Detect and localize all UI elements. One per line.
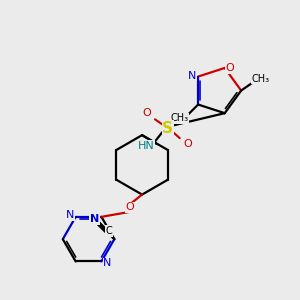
Text: N: N [66,210,74,220]
Text: N: N [90,214,99,224]
Text: O: O [126,202,135,212]
Text: O: O [225,63,234,73]
Text: HN: HN [138,141,154,151]
Text: S: S [162,121,173,136]
Text: N: N [103,259,112,269]
Text: O: O [143,108,152,118]
Text: C: C [106,226,112,236]
Text: CH₃: CH₃ [252,74,270,84]
Text: N: N [188,70,196,81]
Text: O: O [183,139,192,149]
Text: CH₃: CH₃ [170,113,188,123]
